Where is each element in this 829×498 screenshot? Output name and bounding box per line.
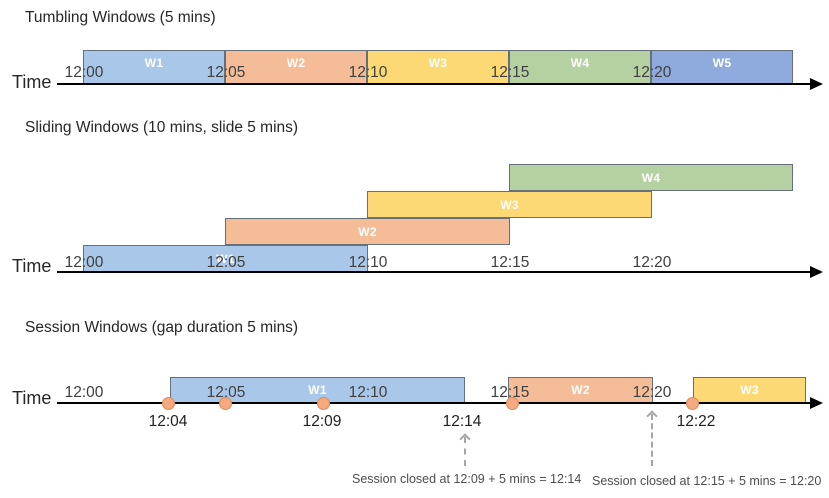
tumbling-tick-label: 12:00	[64, 64, 104, 81]
sliding-tick-label: 12:05	[206, 254, 246, 271]
session-session-close-arrow	[651, 414, 653, 466]
session-time-axis-label: Time	[12, 388, 52, 408]
session-window-label-w3: W3	[740, 383, 759, 397]
session-event-dot	[316, 396, 330, 410]
session-event-time-label: 12:09	[302, 413, 342, 430]
session-window-label-w2: W2	[571, 383, 590, 397]
tumbling-window-label-w2: W2	[286, 56, 306, 70]
tumbling-window-w2: W2	[225, 50, 367, 84]
sliding-window-w4: W4	[509, 164, 793, 191]
session-window-w3: W3	[693, 377, 806, 403]
sliding-windows-title: Sliding Windows (10 mins, slide 5 mins)	[25, 119, 299, 136]
tumbling-window-label-w5: W5	[712, 56, 732, 70]
session-closed-annotation: Session closed at 12:15 + 5 mins = 12:20	[592, 474, 822, 488]
tumbling-window-w1: W1	[83, 50, 225, 84]
tumbling-tick-label: 12:15	[490, 64, 530, 81]
session-event-dot	[505, 396, 519, 410]
sliding-window-w3: W3	[367, 191, 652, 218]
session-windows-title: Session Windows (gap duration 5 mins)	[25, 319, 299, 336]
session-session-close-arrow	[464, 437, 466, 466]
sliding-tick-label: 12:00	[64, 254, 104, 271]
tumbling-window-w3: W3	[367, 50, 509, 84]
session-tick-label: 12:15	[490, 384, 530, 401]
tumbling-windows-title: Tumbling Windows (5 mins)	[25, 9, 216, 26]
tumbling-tick-label: 12:05	[206, 64, 246, 81]
tumbling-window-label-w3: W3	[428, 56, 448, 70]
tumbling-tick-label: 12:10	[348, 64, 388, 81]
sliding-tick-label: 12:20	[632, 254, 672, 271]
session-tick-label: 12:05	[206, 384, 246, 401]
tumbling-tick-label: 12:20	[632, 64, 672, 81]
session-tick-label: 12:10	[348, 384, 388, 401]
sliding-window-label-w1: W1	[216, 251, 235, 266]
sliding-window-label-w4: W4	[641, 170, 661, 185]
session-event-dot	[218, 396, 232, 410]
tumbling-time-axis-label: Time	[12, 72, 52, 92]
sliding-window-label-w3: W3	[500, 197, 519, 212]
sliding-time-axis-arrow	[57, 266, 823, 278]
session-closed-annotation: Session closed at 12:09 + 5 mins = 12:14	[352, 472, 582, 486]
session-event-time-label: 12:04	[148, 413, 188, 430]
tumbling-window-label-w4: W4	[570, 56, 590, 70]
tumbling-window-w5: W5	[651, 50, 793, 84]
session-window-w2: W2	[508, 377, 653, 403]
tumbling-window-label-w1: W1	[144, 56, 164, 70]
session-window-label-w1: W1	[308, 383, 327, 397]
session-event-time-label: 12:22	[676, 413, 716, 430]
sliding-time-axis-label: Time	[12, 256, 52, 276]
session-tick-label: 12:00	[64, 384, 104, 401]
sliding-tick-label: 12:15	[490, 254, 530, 271]
session-event-dot	[161, 396, 175, 410]
sliding-window-label-w2: W2	[358, 224, 377, 239]
session-event-time-label: 12:14	[442, 413, 482, 430]
sliding-window-w2: W2	[225, 218, 510, 245]
session-event-dot	[685, 396, 699, 410]
tumbling-window-w4: W4	[509, 50, 651, 84]
tumbling-time-axis-arrow	[57, 78, 823, 90]
session-tick-label: 12:20	[632, 384, 672, 401]
sliding-tick-label: 12:10	[348, 254, 388, 271]
session-time-axis-arrow	[57, 397, 823, 409]
